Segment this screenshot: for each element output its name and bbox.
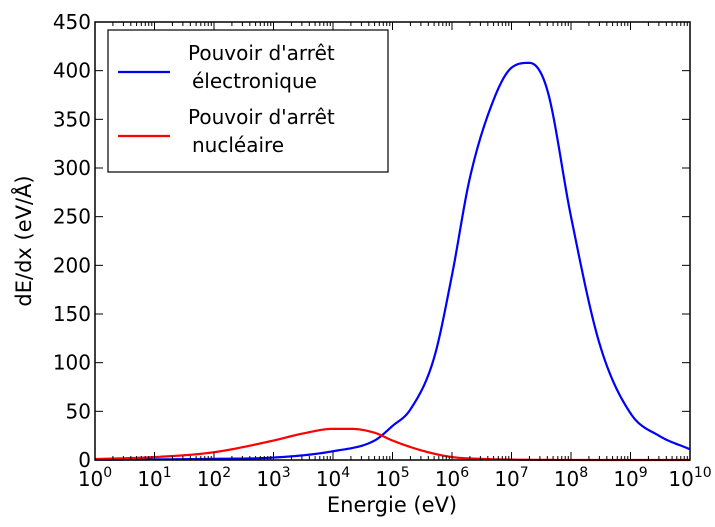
legend-entry-nucleaire: Pouvoir d'arrêt nucléaire — [118, 105, 335, 157]
y-tick-label: 100 — [53, 351, 91, 375]
x-tick-label: 108 — [554, 465, 588, 491]
legend-label: électronique — [192, 69, 317, 93]
x-tick-label: 105 — [375, 465, 409, 491]
y-tick-label: 450 — [53, 10, 91, 34]
x-tick-label: 109 — [613, 465, 647, 491]
x-tick-label: 100 — [78, 465, 112, 491]
y-tick-label: 350 — [53, 107, 91, 131]
y-tick-label: 50 — [66, 399, 91, 423]
x-axis-label: Energie (eV) — [327, 493, 457, 517]
series-electronique-line — [94, 61, 691, 461]
plot-frame — [94, 21, 691, 461]
x-tick-label: 104 — [316, 465, 350, 491]
y-tick-label: 150 — [53, 302, 91, 326]
x-tick-label: 102 — [197, 465, 231, 491]
y-tick-label: 0 — [78, 448, 91, 472]
x-tick-label: 107 — [494, 465, 528, 491]
x-tick-label: 101 — [137, 465, 171, 491]
x-tick-label: 103 — [256, 465, 290, 491]
legend-label: nucléaire — [192, 133, 284, 157]
x-tick-label: 106 — [435, 465, 469, 491]
legend-label: Pouvoir d'arrêt — [188, 105, 335, 129]
legend-entry-electronique: Pouvoir d'arrêt électronique — [118, 41, 335, 93]
y-axis-label: dE/dx (eV/Å) — [10, 175, 36, 306]
y-tick-label: 200 — [53, 253, 91, 277]
legend-box — [107, 29, 389, 173]
legend-label: Pouvoir d'arrêt — [188, 41, 335, 65]
y-tick-label: 250 — [53, 205, 91, 229]
y-tick-label: 300 — [53, 156, 91, 180]
y-tick-label: 400 — [53, 59, 91, 83]
x-tick-label: 1010 — [668, 465, 711, 491]
